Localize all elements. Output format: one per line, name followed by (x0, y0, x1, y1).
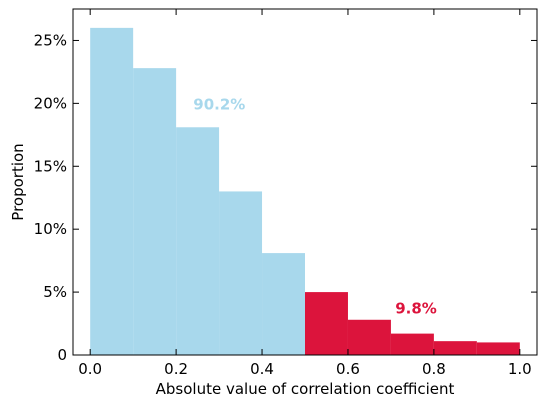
plot-frame (72, 8, 538, 356)
y-tick-label: 0 (57, 346, 67, 364)
x-axis-title: Absolute value of correlation coefficien… (156, 380, 455, 398)
bar-1-0 (305, 292, 348, 355)
bar-1-4 (476, 342, 520, 355)
bar-1-3 (433, 341, 477, 355)
y-axis-title: Proportion (9, 143, 27, 220)
y-axis: 0 5% 10% 15% 20% 25% (34, 31, 537, 364)
annotation-label-1: 9.8% (395, 299, 437, 317)
y-tick-label: 15% (34, 157, 67, 175)
x-tick-label: 0.6 (336, 360, 360, 378)
bar-0-4 (262, 253, 305, 355)
bar-0-0 (90, 27, 134, 355)
annotations: 90.2% 9.8% (193, 96, 437, 318)
y-tick-label: 20% (34, 94, 67, 112)
bar-1-1 (347, 319, 391, 355)
x-tick-label: 0.2 (164, 360, 188, 378)
y-tick-label: 5% (43, 283, 67, 301)
bars-group (90, 27, 520, 355)
x-tick-label: 1.0 (508, 360, 532, 378)
y-tick-label: 25% (34, 31, 67, 49)
x-axis: 0.0 0.2 0.4 0.6 0.8 1.0 (78, 9, 532, 378)
bar-1-2 (390, 333, 434, 355)
x-tick-label: 0.0 (78, 360, 102, 378)
bar-0-3 (219, 191, 263, 355)
bar-0-1 (133, 68, 177, 355)
bar-0-2 (176, 127, 220, 355)
annotation-label-0: 90.2% (193, 96, 245, 114)
x-tick-label: 0.8 (422, 360, 446, 378)
y-tick-label: 10% (34, 220, 67, 238)
x-tick-label: 0.4 (250, 360, 274, 378)
